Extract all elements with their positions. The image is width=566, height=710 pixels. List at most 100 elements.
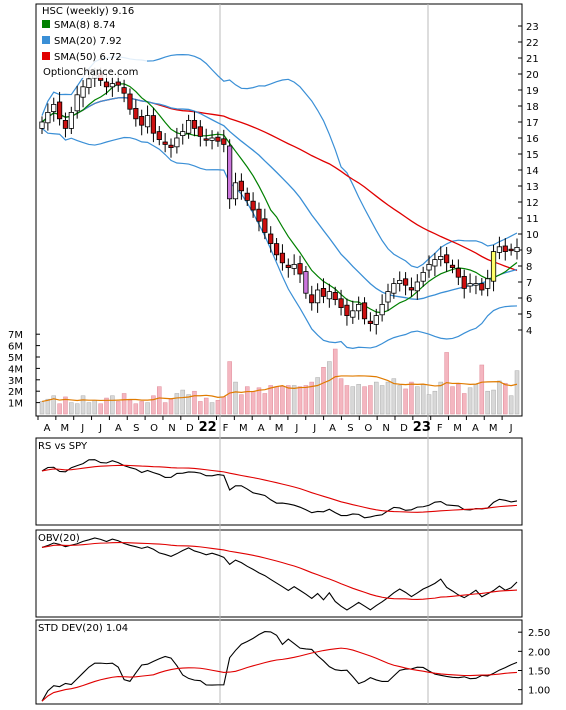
- volume-bar: [321, 367, 326, 415]
- volume-bar: [69, 402, 74, 415]
- candle-body: [402, 278, 409, 286]
- sma20-line: [41, 96, 518, 301]
- candle-body: [121, 87, 127, 94]
- candle-body: [103, 81, 110, 88]
- volume-bar: [415, 386, 420, 415]
- lower-band-line: [41, 127, 518, 349]
- volume-tick-label: 5M: [8, 353, 23, 364]
- price-tick-label: 5: [526, 310, 532, 321]
- candle-body: [438, 255, 444, 260]
- candle-body: [514, 247, 520, 253]
- month-tick-label: F: [223, 423, 229, 434]
- price-tick-label: 21: [526, 54, 539, 65]
- price-tick-label: 15: [526, 150, 539, 161]
- volume-bar: [74, 403, 80, 415]
- candle-body: [326, 291, 332, 300]
- candle-body: [367, 320, 373, 325]
- price-tick-label: 14: [526, 166, 539, 177]
- volume-tick-label: 3M: [8, 376, 23, 387]
- obv-average-line: [41, 542, 518, 601]
- volume-bar: [420, 384, 426, 415]
- month-tick-label: N: [168, 423, 175, 434]
- candle-body: [156, 131, 162, 141]
- candle-body: [232, 182, 239, 200]
- candle-body: [479, 283, 485, 291]
- volume-bar: [262, 393, 268, 415]
- volume-bar: [209, 402, 215, 415]
- candle-body: [109, 83, 115, 88]
- volume-bar: [63, 396, 68, 415]
- stddev-tick-label: 2.50: [528, 628, 550, 639]
- chart-title: HSC (weekly) 9.16: [42, 6, 134, 17]
- candle-body: [420, 271, 426, 282]
- candle-body: [508, 248, 514, 252]
- volume-bar: [374, 381, 379, 415]
- month-tick-label: M: [275, 423, 284, 434]
- volume-bar: [133, 403, 139, 415]
- stddev-tick-label: 1.50: [528, 667, 550, 678]
- volume-bar: [473, 384, 479, 415]
- legend-swatch-sma50: [42, 52, 50, 60]
- price-tick-label: 18: [526, 102, 539, 113]
- month-tick-label: A: [472, 423, 479, 434]
- volume-bar: [39, 401, 45, 415]
- volume-bar: [98, 403, 103, 415]
- legend-swatch-sma20: [42, 36, 50, 44]
- price-tick-label: 13: [526, 182, 539, 193]
- month-tick-label: S: [133, 423, 139, 434]
- rs-label: RS vs SPY: [38, 441, 88, 452]
- month-tick-label: A: [44, 423, 51, 434]
- candlesticks: [39, 67, 520, 335]
- candle-body: [309, 294, 315, 304]
- volume-bar: [121, 393, 127, 415]
- volume-bar: [508, 395, 514, 415]
- price-axis: 4 5 6 7 8 9 10 11 12 13 14 15 16 17 18 19 20 21 22 23: [518, 22, 539, 337]
- volume-bar: [327, 361, 332, 415]
- volume-bar: [151, 395, 156, 415]
- candle-body: [502, 245, 508, 252]
- volume-bar: [514, 370, 520, 415]
- candle-body: [262, 218, 268, 233]
- stddev-average-line: [41, 647, 518, 702]
- candle-body: [432, 259, 438, 267]
- candle-body: [408, 287, 415, 291]
- candle-body: [455, 267, 461, 278]
- month-tick-label: D: [400, 423, 408, 434]
- candle-body: [426, 263, 432, 271]
- indicator-lines: [41, 459, 518, 702]
- candle-body: [139, 116, 145, 126]
- month-tick-label: F: [437, 423, 443, 434]
- volume-tick-label: 1M: [8, 399, 23, 410]
- volume-bar: [104, 397, 109, 415]
- month-tick-label: J: [98, 423, 102, 434]
- legend-sma50: SMA(50) 6.72: [54, 52, 122, 63]
- candle-body: [473, 283, 479, 286]
- volume-bar: [157, 386, 162, 415]
- candle-body: [162, 141, 168, 145]
- volume-bar: [397, 385, 402, 415]
- stddev-panel: [35, 619, 523, 705]
- volume-bar: [391, 378, 397, 415]
- month-tick-label: J: [80, 423, 84, 434]
- legend: HSC (weekly) 9.16 SMA(8) 8.74 SMA(20) 7.…: [37, 5, 147, 78]
- volume-average-line: [41, 375, 518, 403]
- price-tick-label: 20: [526, 70, 539, 81]
- legend-sma8: SMA(8) 8.74: [54, 20, 115, 31]
- volume-bar: [92, 400, 98, 415]
- volume-bar: [309, 381, 315, 415]
- candle-body: [256, 208, 262, 222]
- candle-body: [115, 81, 121, 86]
- volume-bar: [362, 386, 367, 415]
- volume-tick-label: 7M: [8, 330, 23, 341]
- stddev-tick-label: 1.00: [528, 686, 550, 697]
- candle-body: [133, 108, 139, 120]
- candle-body: [180, 131, 186, 137]
- price-tick-label: 17: [526, 118, 539, 129]
- price-tick-label: 6: [526, 294, 532, 305]
- stddev-axis: 2.50 2.00 1.50 1.00: [518, 628, 550, 697]
- stddev-line: [41, 631, 518, 702]
- volume-bar: [51, 395, 56, 415]
- candle-body: [209, 137, 215, 141]
- candle-body: [297, 263, 303, 275]
